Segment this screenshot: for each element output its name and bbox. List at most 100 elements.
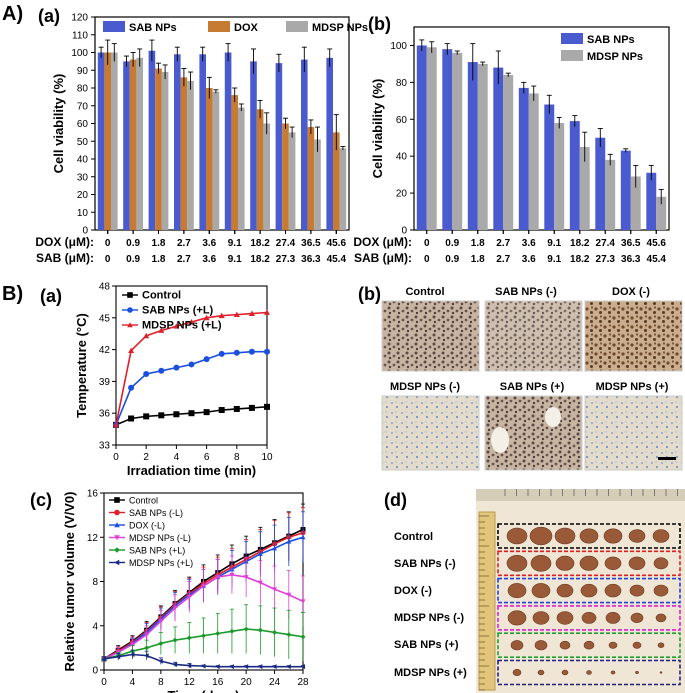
data-point [172,637,178,643]
legend-symbol-marker [127,322,133,328]
legend-symbol-marker [114,497,120,503]
y-axis-label: Cell viability (%) [51,74,66,174]
tumor-sample [653,557,669,570]
legend-label: SAB NPs [129,22,177,34]
dox-value: 2.7 [496,238,510,249]
tumor-sample [532,611,550,625]
dox-value: 0 [105,238,111,249]
data-point [128,384,135,391]
dox-value: 36.5 [621,238,641,249]
data-point [248,348,255,355]
bar [646,172,657,230]
tumor-sample [506,527,528,545]
tumor-sample [512,668,522,676]
data-point [215,664,220,670]
tumor-sample [579,528,599,544]
bar [129,59,137,230]
histology-label-sab-plus: SAB NPs (+) [500,381,565,393]
tumor-group-box [497,659,681,686]
data-point [272,587,278,592]
tumor-group-box [497,577,681,604]
dox-value: 0 [424,238,430,249]
data-point [233,405,240,412]
data-point [173,323,180,329]
tumor-label-mdsp-plus: MDSP NPs (+) [394,667,467,679]
tumor-sample [583,640,595,650]
y-tick-label: 120 [71,13,88,24]
legend-symbol-marker [114,559,120,566]
sab-label: SAB (μM): [36,251,94,265]
data-point [144,632,150,638]
bar [528,93,539,230]
bar [493,67,504,230]
dox-value: 18.2 [250,238,270,249]
sab-value: 0.9 [445,254,459,265]
bar [595,137,606,230]
histology-void [491,427,509,453]
histology-void [545,407,561,427]
data-point [188,319,195,325]
x-tick-label: 24 [269,677,281,688]
y-axis-label: Cell viability (%) [370,79,385,179]
data-point [257,664,263,670]
data-point [300,599,306,604]
tumor-sample [510,640,524,651]
y-tick-label: 0 [82,226,88,237]
dox-value: 27.4 [276,238,296,249]
histology-panel: Control SAB NPs (-) DOX (-) MDSP NPs (-)… [381,286,683,471]
data-point [201,583,206,589]
data-point [286,592,292,598]
sab-value: 2.7 [177,254,191,265]
data-point [158,327,165,333]
tumor-sample [630,612,644,624]
histology-image-mdsp-minus [381,395,480,471]
data-point [218,350,225,357]
data-point [203,356,210,363]
sab-label: SAB (μM): [354,251,412,265]
concentration-table-a: DOX (μM): SAB (μM): 0 0.9 1.8 2.7 3.6 9.1 18.2… [35,235,346,265]
sab-value: 3.6 [522,254,536,265]
bar [111,52,118,230]
tumor-sample [659,671,663,674]
data-point [257,627,263,633]
sab-value: 0.9 [126,254,140,265]
ruler-top [476,489,685,501]
y-tick-label: 4 [92,621,98,632]
ruler-ticks [504,489,678,496]
data-point [128,415,135,422]
bar [136,57,144,231]
bar [148,50,156,230]
plot-frame [115,285,268,446]
bar [656,196,667,230]
bar [256,109,264,230]
legend-label: MDSP NPs (+L) [142,320,222,332]
histology-label-sab-minus: SAB NPs (-) [495,286,557,298]
panel-label-a-a: (a) [38,6,60,26]
x-tick-label: 20 [241,677,253,688]
sab-value: 1.8 [471,254,485,265]
bar [605,159,616,230]
dox-value: 9.1 [547,238,561,249]
data-point [272,545,278,551]
data-point [158,640,164,646]
bar [426,47,437,230]
y-tick-label: 8 [92,577,98,588]
x-tick-label: 10 [261,452,273,463]
tumor-sample [610,670,616,675]
bar [224,52,232,230]
bar [442,49,453,231]
tumor-group-box [497,632,681,659]
dox-value: 0.9 [126,238,140,249]
y-tick-label: 16 [87,489,99,500]
dox-value: 3.6 [202,238,216,249]
data-point [143,332,150,339]
y-tick-label: 36 [99,409,111,420]
tumor-sample [603,528,623,544]
bar [544,104,555,230]
chart-temperature: 0 2 4 6 8 10 33 36 39 42 45 48 Irradiation time (min… [74,282,273,479]
bar [503,74,514,231]
legend-label: SAB NPs (-L) [129,508,183,518]
data-point [300,634,306,640]
data-point [257,580,263,586]
bar [263,123,271,230]
